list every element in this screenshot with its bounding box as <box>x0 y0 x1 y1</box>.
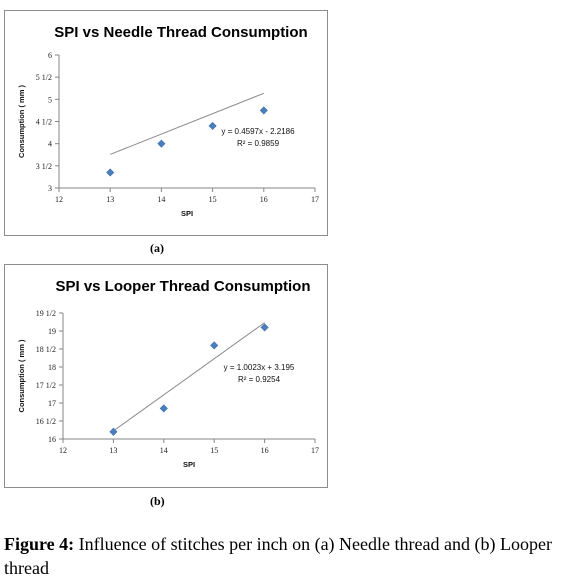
x-tick-label: 12 <box>55 195 63 204</box>
y-tick-label: 16 <box>48 435 56 444</box>
x-tick-label: 14 <box>157 195 165 204</box>
data-point-marker <box>109 427 118 436</box>
y-tick-label: 5 1/2 <box>36 73 52 82</box>
y-axis-label: Consumption ( mm ) <box>17 85 26 158</box>
chart-title: SPI vs Looper Thread Consumption <box>55 278 310 295</box>
trendline <box>113 322 265 432</box>
data-point-marker <box>210 341 219 350</box>
y-tick-label: 3 1/2 <box>36 162 52 171</box>
y-tick-label: 18 <box>48 363 56 372</box>
subfigure-label-b: (b) <box>150 494 165 508</box>
caption-text: Influence of stitches per inch on (a) Ne… <box>4 534 552 578</box>
x-tick-label: 17 <box>311 446 319 455</box>
caption-label: Figure 4: <box>4 534 75 554</box>
x-tick-label: 13 <box>109 446 117 455</box>
x-axis-label: SPI <box>181 209 193 218</box>
data-point-marker <box>260 323 269 332</box>
trendline-equation: y = 0.4597x - 2.2186 <box>221 127 295 136</box>
x-tick-label: 12 <box>59 446 67 455</box>
x-tick-label: 15 <box>209 195 217 204</box>
data-point-marker <box>159 404 168 413</box>
figure-caption: Figure 4: Influence of stitches per inch… <box>4 532 560 580</box>
data-point-marker <box>259 106 268 115</box>
x-tick-label: 13 <box>106 195 114 204</box>
subfigure-label-a: (a) <box>150 241 164 255</box>
data-point-marker <box>208 121 217 131</box>
y-axis-label: Consumption ( mm ) <box>17 339 26 412</box>
trendline-equation: y = 1.0023x + 3.195 <box>224 363 295 372</box>
r-squared-label: R² = 0.9859 <box>237 139 280 148</box>
trendline <box>110 92 264 155</box>
x-tick-label: 17 <box>311 195 319 204</box>
y-tick-label: 6 <box>48 51 52 60</box>
y-tick-label: 19 1/2 <box>36 309 56 318</box>
needle-thread-chart: SPI vs Needle Thread Consumption 12 13 14 15… <box>17 24 319 218</box>
x-axis-label: SPI <box>183 460 195 469</box>
x-tick-label: 16 <box>261 446 269 455</box>
x-tick-label: 14 <box>160 446 168 455</box>
data-point-marker <box>157 139 166 148</box>
y-tick-label: 4 <box>48 140 52 149</box>
y-tick-label: 19 <box>48 327 56 336</box>
x-tick-label: 15 <box>210 446 218 455</box>
y-tick-label: 5 <box>48 95 52 104</box>
data-point-marker <box>106 168 115 177</box>
chart-panel-looper: SPI vs Looper Thread Consumption 12 13 14 15… <box>4 264 328 488</box>
y-tick-label: 17 1/2 <box>36 381 56 390</box>
r-squared-label: R² = 0.9254 <box>238 375 281 384</box>
looper-thread-chart: SPI vs Looper Thread Consumption 12 13 14 15… <box>17 278 319 469</box>
x-tick-label: 16 <box>260 195 268 204</box>
y-tick-label: 18 1/2 <box>36 345 56 354</box>
y-tick-label: 17 <box>48 399 56 408</box>
chart-panel-needle: SPI vs Needle Thread Consumption 12 13 14 15… <box>4 10 328 236</box>
y-tick-label: 4 1/2 <box>36 118 52 127</box>
y-tick-label: 16 1/2 <box>36 417 56 426</box>
chart-title: SPI vs Needle Thread Consumption <box>54 24 307 41</box>
y-tick-label: 3 <box>48 184 52 193</box>
